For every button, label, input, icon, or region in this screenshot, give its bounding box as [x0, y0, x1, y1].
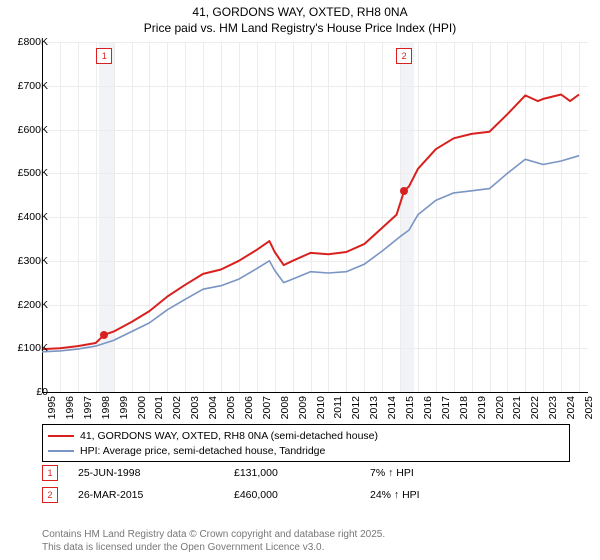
sale-point-dot — [100, 331, 108, 339]
legend-swatch — [48, 435, 74, 437]
xtick-label: 2000 — [136, 396, 148, 419]
xtick-label: 2013 — [368, 396, 380, 419]
xtick-label: 1998 — [100, 396, 112, 419]
ytick-label: £100K — [18, 342, 48, 354]
ytick-label: £200K — [18, 299, 48, 311]
xtick-label: 2006 — [243, 396, 255, 419]
xtick-label: 2008 — [279, 396, 291, 419]
xtick-label: 2014 — [386, 396, 398, 419]
annotation-row: 2 26-MAR-2015 £460,000 24% ↑ HPI — [42, 484, 582, 506]
annotation-price: £131,000 — [234, 467, 364, 479]
sales-annotation-table: 1 25-JUN-1998 £131,000 7% ↑ HPI 2 26-MAR-2015… — [42, 462, 582, 506]
annotation-pct: 24% ↑ HPI — [370, 489, 500, 501]
legend-item: HPI: Average price, semi-detached house,… — [48, 443, 564, 458]
marker-box: 1 — [96, 48, 112, 64]
legend-label: 41, GORDONS WAY, OXTED, RH8 0NA (semi-de… — [80, 430, 378, 442]
ytick-label: £500K — [18, 167, 48, 179]
xtick-label: 1996 — [64, 396, 76, 419]
xtick-label: 2015 — [404, 396, 416, 419]
ytick-label: £800K — [18, 36, 48, 48]
line-series-svg — [42, 42, 588, 392]
xtick-label: 2009 — [297, 396, 309, 419]
annotation-date: 26-MAR-2015 — [64, 489, 228, 501]
xtick-label: 2017 — [440, 396, 452, 419]
legend: 41, GORDONS WAY, OXTED, RH8 0NA (semi-de… — [42, 424, 570, 462]
title-line2: Price paid vs. HM Land Registry's House … — [144, 21, 456, 35]
legend-item: 41, GORDONS WAY, OXTED, RH8 0NA (semi-de… — [48, 428, 564, 443]
xtick-label: 2024 — [565, 396, 577, 419]
annotation-row: 1 25-JUN-1998 £131,000 7% ↑ HPI — [42, 462, 582, 484]
chart-plot-area: 12 — [42, 42, 588, 392]
legend-label: HPI: Average price, semi-detached house,… — [80, 445, 325, 457]
chart-title: 41, GORDONS WAY, OXTED, RH8 0NA Price pa… — [0, 0, 600, 36]
xtick-label: 2005 — [225, 396, 237, 419]
xtick-label: 1997 — [82, 396, 94, 419]
xtick-label: 2021 — [511, 396, 523, 419]
xtick-label: 2019 — [476, 396, 488, 419]
annotation-marker: 1 — [42, 465, 58, 481]
ytick-label: £700K — [18, 80, 48, 92]
sale-point-dot — [400, 187, 408, 195]
marker-box: 2 — [396, 48, 412, 64]
title-line1: 41, GORDONS WAY, OXTED, RH8 0NA — [192, 5, 407, 19]
ytick-label: £400K — [18, 211, 48, 223]
xtick-label: 1995 — [46, 396, 58, 419]
attribution-footer: Contains HM Land Registry data © Crown c… — [42, 529, 385, 554]
footer-line1: Contains HM Land Registry data © Crown c… — [42, 529, 385, 540]
xtick-label: 2010 — [315, 396, 327, 419]
xtick-label: 2011 — [332, 396, 344, 419]
xtick-label: 2018 — [458, 396, 470, 419]
xtick-label: 2002 — [171, 396, 183, 419]
xtick-label: 2003 — [189, 396, 201, 419]
xtick-label: 2025 — [583, 396, 595, 419]
xtick-label: 2022 — [529, 396, 541, 419]
series-price_paid — [42, 95, 579, 350]
xtick-label: 1999 — [118, 396, 130, 419]
xtick-label: 2016 — [422, 396, 434, 419]
xtick-label: 2001 — [153, 396, 165, 419]
xtick-label: 2020 — [494, 396, 506, 419]
gridline-h — [42, 392, 588, 393]
xtick-label: 2012 — [350, 396, 362, 419]
annotation-pct: 7% ↑ HPI — [370, 467, 500, 479]
xtick-label: 2004 — [207, 396, 219, 419]
annotation-marker: 2 — [42, 487, 58, 503]
annotation-price: £460,000 — [234, 489, 364, 501]
ytick-label: £600K — [18, 124, 48, 136]
footer-line2: This data is licensed under the Open Gov… — [42, 542, 324, 553]
legend-swatch — [48, 450, 74, 452]
xtick-label: 2023 — [547, 396, 559, 419]
annotation-date: 25-JUN-1998 — [64, 467, 228, 479]
ytick-label: £300K — [18, 255, 48, 267]
xtick-label: 2007 — [261, 396, 273, 419]
